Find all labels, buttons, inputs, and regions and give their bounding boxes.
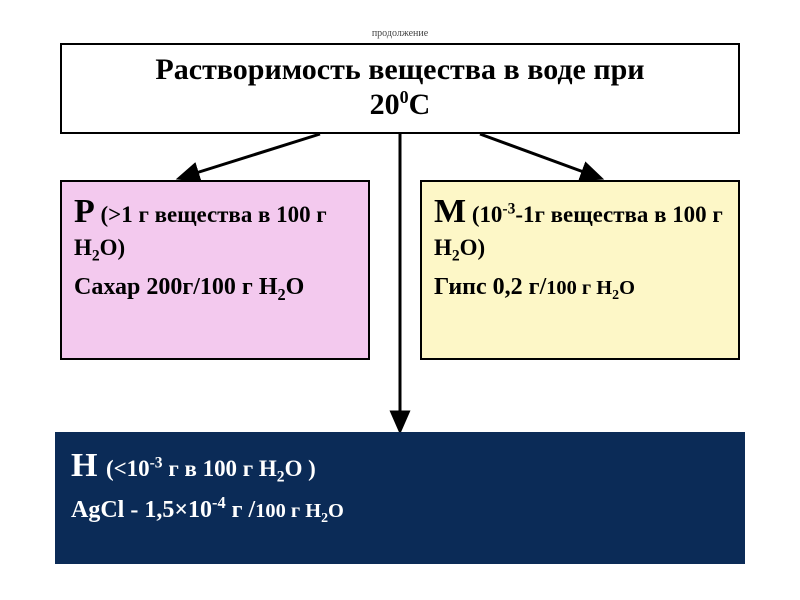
p-example-pre: Сахар 200г/100 г [74, 274, 259, 300]
n-example-pre: AgCl - 1,5 [71, 497, 174, 523]
p-prefix: Р [74, 193, 95, 230]
n-example: AgCl - 1,5×10-4 г /100 г Н2О [71, 495, 729, 525]
p-box: Р (>1 г вещества в 100 г Н2О) Сахар 200г… [60, 180, 370, 360]
title-temp-value: 20 [370, 88, 400, 121]
middle-row: Р (>1 г вещества в 100 г Н2О) Сахар 200г… [0, 180, 800, 360]
m-cond-b: -1г вещества в 100 г [515, 202, 722, 227]
n-cond-close: ) [302, 456, 315, 481]
m-cond-close: ) [477, 235, 485, 260]
p-example: Сахар 200г/100 г Н2О [74, 272, 356, 302]
m-head: М (10-3-1г вещества в 100 г Н2О) [434, 192, 726, 262]
m-prefix: М [434, 193, 466, 230]
title-temp-unit: С [409, 88, 431, 121]
m-cond-exp: -3 [502, 200, 515, 217]
p-h2o-2: Н2О [259, 274, 305, 300]
n-prefix: Н [71, 447, 106, 484]
n-head: Н (<10-3 г в 100 г Н2О ) [71, 446, 729, 485]
p-cond-close: ) [117, 235, 125, 260]
n-box: Н (<10-3 г в 100 г Н2О ) AgCl - 1,5×10-4… [55, 432, 745, 564]
n-example-exp2: -4 [212, 493, 226, 512]
n-cond-b: г в 100 г [163, 456, 259, 481]
m-example-pre: Гипс 0,2 г/ [434, 274, 546, 300]
n-example-mid1: 10 [188, 497, 212, 523]
n-example-mid3: 100 г [255, 500, 305, 522]
p-h2o-1: Н2О [74, 235, 117, 260]
title-line2: 200С [74, 88, 726, 123]
title-temp-super: 0 [400, 87, 409, 107]
n-cond-exp: -3 [150, 454, 163, 471]
p-head: Р (>1 г вещества в 100 г Н2О) [74, 192, 356, 262]
n-h2o-2: Н2О [305, 500, 344, 522]
n-times: × [174, 497, 188, 523]
n-example-mid2: г / [226, 497, 256, 523]
n-cond-a: (<10 [106, 456, 150, 481]
p-cond-open: (>1 [95, 202, 139, 227]
m-example-mid: 100 г [546, 277, 596, 299]
n-h2o-1: Н2О [259, 456, 302, 481]
subtitle-text: продолжение [0, 0, 800, 39]
m-h2o-1: Н2О [434, 235, 477, 260]
m-example: Гипс 0,2 г/100 г Н2О [434, 272, 726, 302]
title-box: Растворимость вещества в воде при 200С [60, 43, 740, 134]
m-box: М (10-3-1г вещества в 100 г Н2О) Гипс 0,… [420, 180, 740, 360]
title-line1: Растворимость вещества в воде при [74, 53, 726, 88]
p-cond-mid: г вещества в 100 г [138, 202, 326, 227]
m-cond-a: (10 [466, 202, 502, 227]
m-h2o-2: Н2О [596, 277, 635, 299]
